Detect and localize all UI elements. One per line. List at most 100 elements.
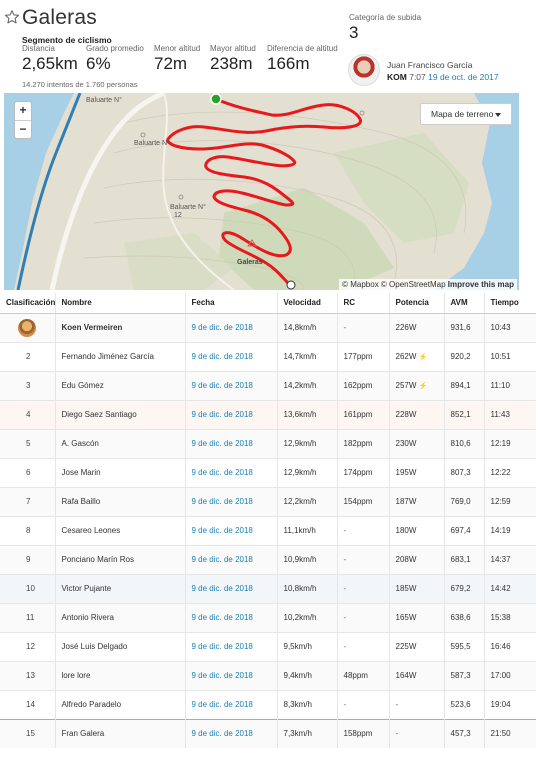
athlete-name[interactable]: Koen Vermeiren xyxy=(54,312,185,342)
athlete-name[interactable]: José Luis Delgado xyxy=(54,631,185,661)
speed: 7,3km/h xyxy=(276,718,337,748)
table-row: 4 Diego Saez Santiago 9 de dic. de 2018 … xyxy=(0,399,536,429)
col-speed[interactable]: Velocidad xyxy=(276,293,337,314)
vam: 697,4 xyxy=(443,515,484,545)
time: 14:19 xyxy=(483,515,536,545)
table-row: 8 Cesareo Leones 9 de dic. de 2018 11,1k… xyxy=(0,515,536,545)
table-row-current-athlete: 15 Fran Galera 9 de dic. de 2018 7,3km/h… xyxy=(0,718,536,748)
activity-date[interactable]: 9 de dic. de 2018 xyxy=(184,486,277,516)
time: 14:42 xyxy=(483,573,536,603)
activity-date[interactable]: 9 de dic. de 2018 xyxy=(184,631,277,661)
activity-date[interactable]: 9 de dic. de 2018 xyxy=(184,660,277,690)
star-icon[interactable] xyxy=(4,9,20,25)
heart-rate: 154ppm xyxy=(336,486,389,516)
kom-record: KOM 7:07 19 de oct. de 2017 xyxy=(387,72,499,82)
heart-rate: 158ppm xyxy=(336,718,389,748)
athlete-name[interactable]: Jose Marin xyxy=(54,457,185,487)
col-power[interactable]: Potencia xyxy=(388,293,444,314)
heart-rate: - xyxy=(336,544,389,574)
row-rank: 4 xyxy=(0,399,55,429)
activity-date[interactable]: 9 de dic. de 2018 xyxy=(184,544,277,574)
col-vam[interactable]: AVM xyxy=(443,293,484,314)
table-row: Koen Vermeiren 9 de dic. de 2018 14,8km/… xyxy=(0,312,536,342)
osm-link[interactable]: © OpenStreetMap xyxy=(380,280,446,289)
vam: 523,6 xyxy=(443,689,484,719)
col-hr[interactable]: RC xyxy=(336,293,389,314)
zoom-out-button[interactable]: − xyxy=(15,120,31,138)
terrain-map[interactable] xyxy=(4,93,519,290)
activity-date[interactable]: 9 de dic. de 2018 xyxy=(184,515,277,545)
heart-rate: - xyxy=(336,515,389,545)
activity-date[interactable]: 9 de dic. de 2018 xyxy=(184,341,277,371)
time: 11:10 xyxy=(483,370,536,400)
col-date[interactable]: Fecha xyxy=(184,293,277,314)
segment-map[interactable]: Baluarte N° Baluarte N° Baluarte N° 12 G… xyxy=(4,93,519,290)
leaderboard-header: Clasificación Nombre Fecha Velocidad RC … xyxy=(0,293,536,314)
heart-rate: 182ppm xyxy=(336,428,389,458)
activity-date[interactable]: 9 de dic. de 2018 xyxy=(184,399,277,429)
row-rank: 6 xyxy=(0,457,55,487)
kom-date[interactable]: 19 de oct. de 2017 xyxy=(428,72,499,82)
map-type-dropdown[interactable]: Mapa de terreno xyxy=(420,103,512,125)
kom-athlete-name[interactable]: Juan Francisco García xyxy=(387,60,473,70)
segment-type: Segmento de ciclismo xyxy=(22,35,112,45)
col-rank[interactable]: Clasificación xyxy=(0,293,55,314)
vam: 587,3 xyxy=(443,660,484,690)
row-rank: 14 xyxy=(0,689,55,719)
athlete-name[interactable]: Cesareo Leones xyxy=(54,515,185,545)
athlete-name[interactable]: Diego Saez Santiago xyxy=(54,399,185,429)
kom-avatar[interactable] xyxy=(348,54,380,86)
row-rank: 9 xyxy=(0,544,55,574)
athlete-name[interactable]: Alfredo Paradelo xyxy=(54,689,185,719)
power-meter-icon: ⚡ xyxy=(418,383,428,390)
avatar[interactable] xyxy=(18,318,36,337)
table-row: 10 Victor Pujante 9 de dic. de 2018 10,8… xyxy=(0,573,536,603)
power: 262W ⚡ xyxy=(388,341,444,371)
row-rank xyxy=(0,312,55,342)
activity-date[interactable]: 9 de dic. de 2018 xyxy=(184,573,277,603)
athlete-name[interactable]: Fernando Jiménez García xyxy=(54,341,185,371)
activity-date[interactable]: 9 de dic. de 2018 xyxy=(184,689,277,719)
speed: 13,6km/h xyxy=(276,399,337,429)
activity-date[interactable]: 9 de dic. de 2018 xyxy=(184,428,277,458)
col-time[interactable]: Tiempo xyxy=(483,293,536,314)
row-rank: 12 xyxy=(0,631,55,661)
activity-date[interactable]: 9 de dic. de 2018 xyxy=(184,718,277,748)
activity-date[interactable]: 9 de dic. de 2018 xyxy=(184,370,277,400)
athlete-name[interactable]: lore lore xyxy=(54,660,185,690)
time: 12:19 xyxy=(483,428,536,458)
athlete-name[interactable]: Ponciano Marín Ros xyxy=(54,544,185,574)
activity-date[interactable]: 9 de dic. de 2018 xyxy=(184,602,277,632)
time: 14:37 xyxy=(483,544,536,574)
athlete-name[interactable]: Victor Pujante xyxy=(54,573,185,603)
improve-map-link[interactable]: Improve this map xyxy=(447,280,514,289)
speed: 10,8km/h xyxy=(276,573,337,603)
heart-rate: - xyxy=(336,631,389,661)
row-rank: 5 xyxy=(0,428,55,458)
vam: 810,6 xyxy=(443,428,484,458)
speed: 12,2km/h xyxy=(276,486,337,516)
zoom-in-button[interactable]: + xyxy=(19,103,27,117)
time: 16:46 xyxy=(483,631,536,661)
power: 228W xyxy=(388,399,444,429)
speed: 14,2km/h xyxy=(276,370,337,400)
athlete-name[interactable]: Rafa Baillo xyxy=(54,486,185,516)
climb-category: Categoría de subida 3 xyxy=(349,13,422,42)
row-rank: 7 xyxy=(0,486,55,516)
col-name[interactable]: Nombre xyxy=(54,293,185,314)
athlete-name[interactable]: Fran Galera xyxy=(54,718,185,748)
activity-date[interactable]: 9 de dic. de 2018 xyxy=(184,312,277,342)
speed: 12,9km/h xyxy=(276,457,337,487)
mapbox-link[interactable]: © Mapbox xyxy=(342,280,379,289)
time: 12:59 xyxy=(483,486,536,516)
speed: 12,9km/h xyxy=(276,428,337,458)
table-row: 11 Antonio Rivera 9 de dic. de 2018 10,2… xyxy=(0,602,536,632)
activity-date[interactable]: 9 de dic. de 2018 xyxy=(184,457,277,487)
athlete-name[interactable]: Edu Gómez xyxy=(54,370,185,400)
kom-badge: KOM xyxy=(387,72,407,82)
row-rank: 13 xyxy=(0,660,55,690)
athlete-name[interactable]: Antonio Rivera xyxy=(54,602,185,632)
heart-rate: - xyxy=(336,573,389,603)
table-row: 6 Jose Marin 9 de dic. de 2018 12,9km/h … xyxy=(0,457,536,487)
athlete-name[interactable]: A. Gascón xyxy=(54,428,185,458)
